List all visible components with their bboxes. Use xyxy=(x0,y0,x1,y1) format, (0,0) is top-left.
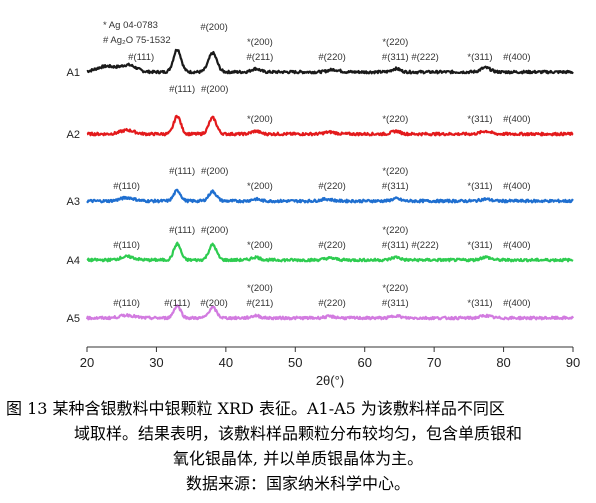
peak-annotations: #(111) #(200) *(200) #(211) #(220) *(220) #(31… xyxy=(113,22,530,309)
peak-label: *(220) xyxy=(382,37,408,48)
peak-label: #(200) xyxy=(201,225,228,236)
peak-label: #(200) xyxy=(201,166,228,177)
peak-label: #(311) xyxy=(382,298,409,309)
x-axis-title: 2θ(°) xyxy=(316,373,344,388)
peak-label: *(200) xyxy=(247,37,273,48)
peak-label: *(200) xyxy=(247,114,273,125)
peak-label: #(400) xyxy=(503,114,530,125)
legend-ag2o: # Ag₂O 75-1532 xyxy=(103,35,171,46)
x-tick-label: 90 xyxy=(566,355,580,370)
sample-label-a3: A3 xyxy=(67,196,80,208)
peak-label: #(111) xyxy=(169,166,195,177)
x-tick-label: 70 xyxy=(427,355,441,370)
peak-label: #(220) xyxy=(318,240,345,251)
peak-label: *(220) xyxy=(382,114,408,125)
x-tick-label: 20 xyxy=(80,355,94,370)
peak-label: *(311) xyxy=(467,240,492,251)
peak-label: #(111) xyxy=(169,225,195,236)
peak-label: *(200) xyxy=(247,181,273,192)
peak-label: #(211) xyxy=(247,52,274,63)
x-tick-label: 30 xyxy=(149,355,163,370)
peak-label: #(211) xyxy=(247,298,274,309)
peak-label: #(222) xyxy=(411,52,438,63)
x-tick-label: 50 xyxy=(288,355,302,370)
sample-label-a4: A4 xyxy=(67,255,80,267)
sample-label-a2: A2 xyxy=(67,129,80,141)
peak-label: #(111) xyxy=(128,52,154,63)
series-line-a3 xyxy=(86,188,574,204)
sample-label-a5: A5 xyxy=(67,313,80,325)
peak-label: #(400) xyxy=(503,298,530,309)
peak-label: #(220) xyxy=(318,181,345,192)
series-line-a1 xyxy=(86,48,574,75)
peak-label: #(311) xyxy=(382,181,409,192)
series-line-a2 xyxy=(86,114,574,137)
x-axis: 20 30 40 50 60 70 80 90 xyxy=(80,346,580,370)
peak-label: *(200) xyxy=(247,283,273,294)
peak-label: #(110) xyxy=(113,240,140,251)
peak-label: *(220) xyxy=(382,166,408,177)
peak-label: #(400) xyxy=(503,52,530,63)
series-line-a4 xyxy=(86,241,574,263)
peak-label: *(311) xyxy=(467,181,492,192)
plot-area xyxy=(85,48,574,321)
caption-line-4: 数据来源：国家纳米科学中心。 xyxy=(185,474,410,493)
peak-label: #(220) xyxy=(318,298,345,309)
peak-label: *(311) xyxy=(467,52,492,63)
peak-label: *(220) xyxy=(382,225,408,236)
peak-label: #(222) xyxy=(411,240,438,251)
caption-line-2: 域取样。结果表明，该敷料样品颗粒分布较均匀，包含单质银和 xyxy=(73,424,522,443)
peak-label: *(311) xyxy=(467,114,492,125)
caption-line-1: 图 13 某种含银敷料中银颗粒 XRD 表征。A1-A5 为该敷料样品不同区 xyxy=(6,399,505,418)
sample-labels: A1 A2 A3 A4 A5 xyxy=(67,67,80,325)
legend-ag: * Ag 04-0783 xyxy=(103,20,158,31)
peak-label: *(220) xyxy=(382,283,408,294)
x-tick-label: 60 xyxy=(357,355,371,370)
peak-label: #(111) xyxy=(164,298,190,309)
legend: * Ag 04-0783 # Ag₂O 75-1532 xyxy=(103,20,171,46)
x-tick-label: 80 xyxy=(496,355,510,370)
peak-label: #(200) xyxy=(201,84,228,95)
figure-caption: 图 13 某种含银敷料中银颗粒 XRD 表征。A1-A5 为该敷料样品不同区 域… xyxy=(0,396,596,496)
xrd-chart: #(111) #(200) *(200) #(211) #(220) *(220) #(31… xyxy=(67,20,581,388)
x-tick-label: 40 xyxy=(219,355,233,370)
series-line-a5 xyxy=(85,304,574,321)
peak-label: #(220) xyxy=(318,52,345,63)
peak-label: *(311) xyxy=(467,298,492,309)
peak-label: *(200) xyxy=(247,240,273,251)
peak-label: #(110) xyxy=(113,181,140,192)
peak-label: #(311) xyxy=(382,240,409,251)
caption-line-3: 氧化银晶体, 并以单质银晶体为主。 xyxy=(172,449,424,468)
peak-label: #(400) xyxy=(503,181,530,192)
peak-label: #(200) xyxy=(200,22,227,33)
peak-label: #(311) xyxy=(382,52,409,63)
peak-label: #(111) xyxy=(169,84,195,95)
peak-label: #(400) xyxy=(503,240,530,251)
peak-label: #(200) xyxy=(200,298,227,309)
sample-label-a1: A1 xyxy=(67,67,80,79)
peak-label: #(110) xyxy=(113,298,140,309)
